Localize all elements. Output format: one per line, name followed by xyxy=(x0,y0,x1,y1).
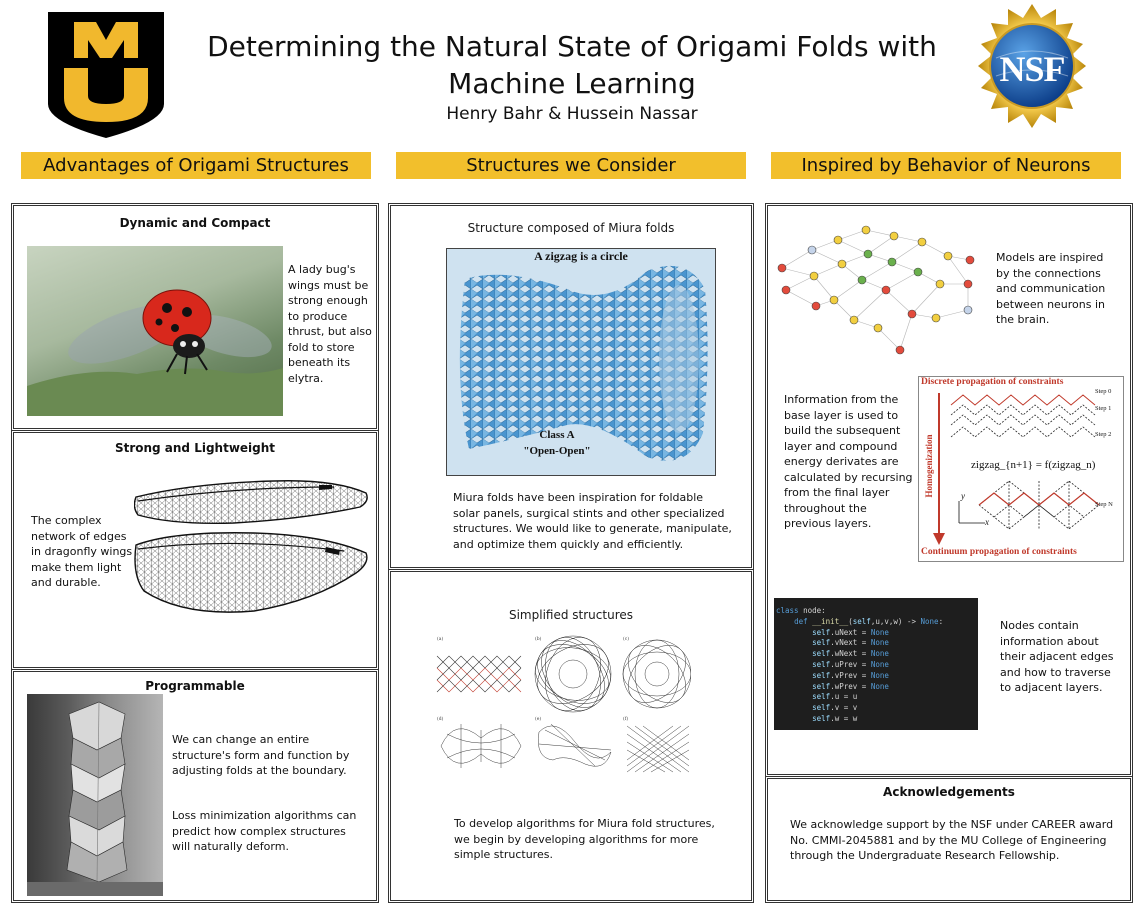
figure-caption-top: A zigzag is a circle xyxy=(534,249,628,263)
code-line: self.vPrev = None xyxy=(812,670,889,680)
poster-title: Determining the Natural State of Origami… xyxy=(207,30,937,100)
col1-box-programmable: Programmable We can change an entire str… xyxy=(11,669,379,903)
code-line: self.vNext = None xyxy=(812,638,889,648)
col3-header: Inspired by Behavior of Neurons xyxy=(771,152,1121,179)
col2-box-simplified: Simplified structures (a) (b) (c) (d) (e… xyxy=(388,569,754,903)
nodes-text: Nodes contain information about their ad… xyxy=(1000,619,1114,694)
box-title: Acknowledgements xyxy=(883,785,1015,799)
dragonfly-wings-image xyxy=(133,479,370,631)
diagram-bottom-label: Continuum propagation of constraints xyxy=(921,547,1077,557)
figure-caption-open: "Open-Open" xyxy=(523,445,591,457)
figure-label: (d) xyxy=(437,715,444,722)
nsf-logo: NSF xyxy=(966,4,1098,128)
col1-box-strong: Strong and Lightweight The complex netwo… xyxy=(11,430,379,670)
diagram-step: Step 2 xyxy=(1095,431,1112,438)
diagram-step: Step 0 xyxy=(1095,388,1112,395)
code-line: self.uPrev = None xyxy=(812,659,889,669)
code-line: self.wPrev = None xyxy=(812,681,889,691)
figure-label: (a) xyxy=(437,635,443,642)
propagation-text: Information from the base layer is used … xyxy=(784,393,913,530)
propagation-diagram: Discrete propagation of constraints Cont… xyxy=(918,376,1124,562)
col1-box-dynamic: Dynamic and Compact A lady bug's wings m… xyxy=(11,203,379,431)
col2-header: Structures we Consider xyxy=(396,152,746,179)
origami-tower-photo xyxy=(27,694,163,896)
code-line: self.w = w xyxy=(812,713,858,723)
diagram-step: Step 1 xyxy=(1095,405,1112,412)
code-line: def __init__(self,u,v,w) -> None: xyxy=(794,616,944,626)
neuron-text: Models are inspired by the connections a… xyxy=(996,251,1106,326)
box-text: The complex network of edges in dragonfl… xyxy=(31,514,133,589)
box-title: Programmable xyxy=(145,679,245,693)
miura-structure-figure: A zigzag is a circle Class A "Open-Open" xyxy=(446,248,716,476)
diagram-equation: zigzag_{n+1} = f(zigzag_n) xyxy=(971,459,1096,471)
nsf-logo-text: NSF xyxy=(999,49,1065,89)
box-title: Structure composed of Miura folds xyxy=(467,221,675,235)
code-line: self.v = v xyxy=(812,703,858,713)
box-title: Strong and Lightweight xyxy=(114,441,276,455)
figure-caption-class: Class A xyxy=(539,429,575,441)
box-text: A lady bug's wings must be strong enough… xyxy=(288,263,372,385)
neural-network-graphic xyxy=(772,220,978,360)
col2-box-miura: Structure composed of Miura folds A zigz… xyxy=(388,203,754,570)
diagram-top-label: Discrete propagation of constraints xyxy=(921,377,1064,387)
box-text-2: Loss minimization algorithms can predict… xyxy=(172,809,357,853)
col3-box-neurons: Models are inspired by the connections a… xyxy=(765,203,1133,777)
figure-label: (c) xyxy=(623,635,629,642)
figure-label: (b) xyxy=(535,635,542,642)
ladybug-photo xyxy=(27,246,283,416)
code-line: self.uNext = None xyxy=(812,627,889,637)
code-line: class node: xyxy=(776,606,826,615)
ack-text: We acknowledge support by the NSF under … xyxy=(790,818,1114,862)
box-text: To develop algorithms for Miura fold str… xyxy=(454,817,715,861)
col3-box-acknowledgements: Acknowledgements We acknowledge support … xyxy=(765,776,1133,903)
code-line: self.wNext = None xyxy=(812,649,889,659)
box-text-1: We can change an entire structure's form… xyxy=(172,733,350,777)
box-text: Miura folds have been inspiration for fo… xyxy=(453,491,732,551)
box-title: Simplified structures xyxy=(508,608,633,622)
mu-logo xyxy=(48,12,164,138)
box-title: Dynamic and Compact xyxy=(119,216,271,230)
poster-authors: Henry Bahr & Hussein Nassar xyxy=(446,104,698,124)
figure-label: (f) xyxy=(623,715,628,722)
diagram-side-label: Homogenization xyxy=(924,434,934,498)
diagram-axis-x: x xyxy=(985,517,989,527)
diagram-axis-y: y xyxy=(961,491,965,501)
figure-label: (e) xyxy=(535,715,541,722)
col1-header: Advantages of Origami Structures xyxy=(21,152,371,179)
simplified-structures-figure: (a) (b) (c) (d) (e) (f) xyxy=(435,634,692,774)
diagram-step: Step N xyxy=(1095,501,1113,508)
code-line: self.u = u xyxy=(812,692,858,702)
node-class-code: class node: def __init__(self,u,v,w) -> … xyxy=(774,598,978,730)
